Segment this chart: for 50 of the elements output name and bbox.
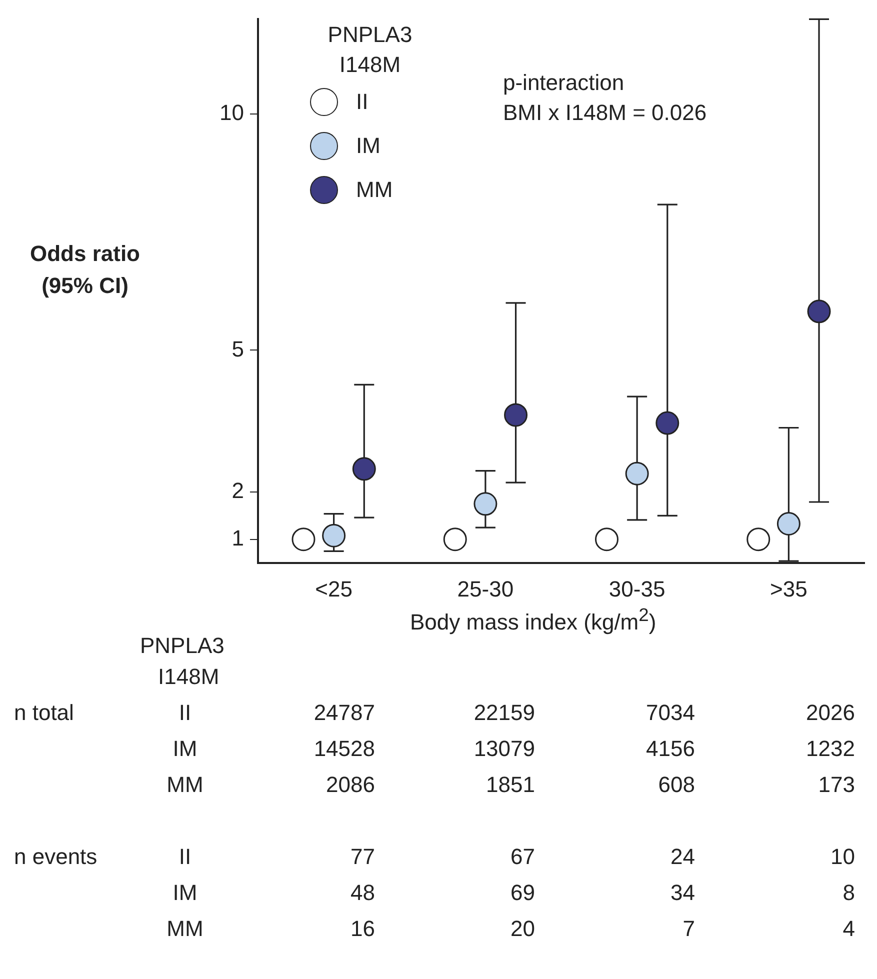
text: 4156 [645, 736, 695, 762]
text: 10 [830, 844, 855, 870]
text: 7 [682, 916, 695, 942]
text: MM [166, 916, 204, 942]
x-tick-label: 30-35 [608, 576, 666, 602]
text: 48 [350, 880, 375, 906]
text: 22159 [472, 700, 535, 726]
text: II [178, 844, 192, 870]
y-tick-label: 5 [232, 336, 244, 362]
text: MM [166, 772, 204, 798]
text: II [178, 700, 192, 726]
text: 13079 [472, 736, 535, 762]
text: PNPLA3 [140, 633, 224, 659]
text: 7034 [645, 700, 695, 726]
text: 14528 [312, 736, 375, 762]
text: 24 [670, 844, 695, 870]
text: 16 [350, 916, 375, 942]
text: 2026 [805, 700, 855, 726]
text: n total [14, 700, 74, 726]
text: 4 [842, 916, 855, 942]
y-tick-label: 1 [232, 525, 244, 550]
text: 2086 [325, 772, 375, 798]
legend-label: IM [356, 133, 380, 159]
y-axis-title: Odds ratio (95% CI) [28, 240, 141, 300]
text: n events [14, 844, 98, 870]
x-axis-title: Body mass index (kg/m$^{2}$) [410, 604, 656, 636]
text: I148M [158, 664, 220, 690]
annotation: p-interaction [503, 70, 624, 96]
x-tick-label: <25 [315, 576, 352, 602]
annotation: BMI x I148M = 0.026 [503, 100, 707, 126]
x-tick-label: 25-30 [457, 576, 514, 602]
text: IM [172, 880, 198, 906]
legend-label: II [356, 89, 368, 115]
y-tick-label: 2 [232, 478, 244, 504]
text: 67 [510, 844, 535, 870]
y-tick-label: 10 [220, 100, 244, 125]
text: 69 [510, 880, 535, 906]
text: 20 [510, 916, 535, 942]
text: 77 [350, 844, 375, 870]
text: 1232 [805, 736, 855, 762]
text: 1851 [485, 772, 535, 798]
text: 24787 [312, 700, 375, 726]
legend-label: MM [356, 177, 393, 203]
text: 173 [817, 772, 855, 798]
legend-title: PNPLA3 I148M [326, 21, 414, 79]
text: IM [172, 736, 198, 762]
text: 34 [670, 880, 695, 906]
x-tick-label: >35 [770, 576, 808, 602]
text: 608 [657, 772, 695, 798]
text: 8 [842, 880, 855, 906]
